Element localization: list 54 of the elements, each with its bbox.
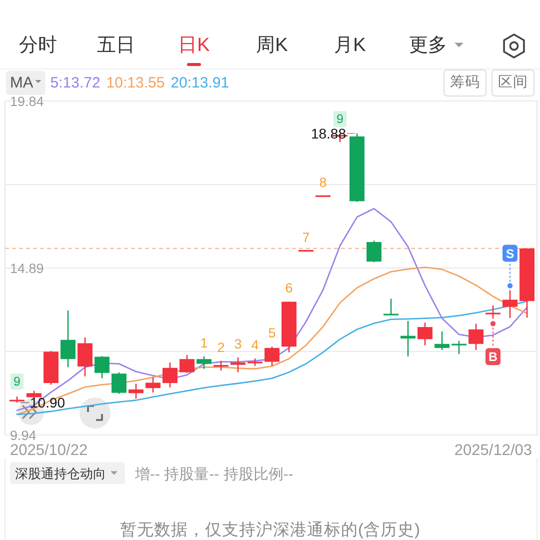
text: 10:13.55	[106, 74, 165, 91]
y-tick-label: 9.94	[10, 428, 37, 442]
candlestick	[400, 320, 416, 358]
text: 增-- 持股量-- 持股比例--	[134, 466, 294, 482]
candlestick	[264, 346, 280, 366]
text: 更多	[409, 34, 447, 56]
y-tick-label: 14.89	[10, 260, 44, 276]
annotation: 9	[14, 374, 21, 389]
annotation: 1	[200, 334, 208, 350]
candlestick	[502, 290, 518, 319]
text: 深股通持仓动向	[15, 466, 106, 480]
text: 分时	[19, 34, 57, 56]
annotation: 9	[336, 112, 344, 126]
annotation: 4	[251, 336, 260, 352]
candlestick	[434, 330, 450, 351]
text: 2025/12/03	[454, 442, 532, 458]
text: 20:13.91	[170, 74, 230, 91]
candlestick	[366, 240, 382, 263]
candlestick	[146, 376, 160, 394]
annotation: 3	[234, 336, 242, 351]
text: 区间	[498, 74, 528, 90]
candlestick	[486, 304, 500, 320]
annotation: S	[506, 246, 514, 261]
candlestick	[128, 383, 144, 400]
candlestick	[94, 355, 110, 379]
candlestick	[230, 356, 246, 373]
annotation: 5	[268, 325, 276, 340]
annotation: 2	[217, 339, 225, 354]
text: 筹码	[450, 74, 480, 90]
candlestick	[418, 322, 432, 346]
candlestick	[78, 336, 92, 377]
annotation: 8	[319, 174, 327, 190]
candlestick	[162, 362, 178, 388]
text: 五日	[97, 34, 135, 56]
text: 日K	[178, 34, 210, 56]
candlestick	[196, 356, 212, 370]
candlestick	[384, 298, 398, 316]
text: 暂无数据，仅支持沪深港通标的(含历史)	[120, 520, 420, 539]
annotation: B	[488, 350, 498, 364]
annotation: 6	[285, 280, 293, 296]
candlestick	[112, 372, 126, 394]
candlestick	[214, 360, 228, 372]
candlestick	[60, 310, 76, 368]
text: 2025/10/22	[10, 442, 88, 458]
text: 5:13.72	[50, 74, 100, 91]
text: 周K	[256, 34, 288, 56]
legend-title: MA	[10, 74, 34, 91]
candlestick	[180, 354, 194, 374]
candlestick	[452, 340, 466, 355]
candlestick	[468, 323, 484, 351]
y-tick-label: 19.84	[10, 94, 44, 108]
text: 月K	[334, 34, 366, 56]
annotation: 7	[302, 229, 310, 244]
annotation: 18.88	[310, 125, 346, 142]
